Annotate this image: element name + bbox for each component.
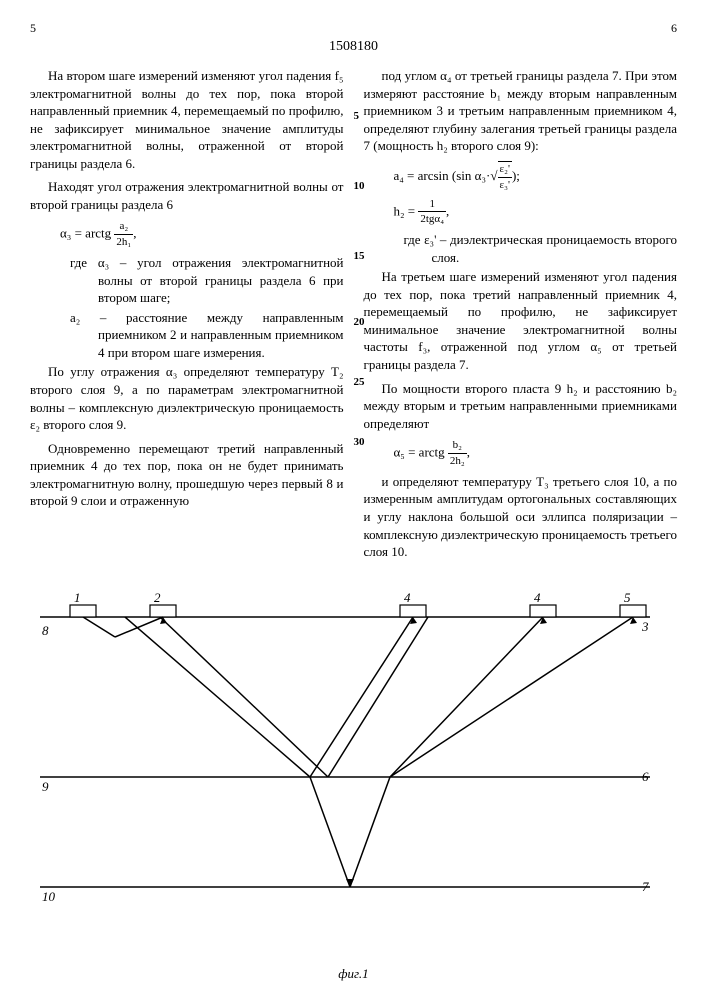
formula-text: a₄ = arcsin (sin α₃· [394, 168, 491, 183]
svg-text:5: 5 [624, 590, 631, 605]
figure-svg: 1 2 4 4 53 8 6 9 7 10 [30, 587, 670, 957]
paragraph: Одновременно перемещают третий направлен… [30, 440, 344, 510]
svg-text:6: 6 [642, 769, 649, 784]
denominator: ε₃' [498, 178, 512, 193]
formula: α₅ = arctg b₂ 2h₂ , [394, 438, 678, 469]
paragraph: По углу отражения α₃ определяют температ… [30, 363, 344, 433]
numerator: ε₂' [498, 162, 512, 178]
denominator: 2tgα₄ [418, 212, 446, 227]
svg-text:1: 1 [74, 590, 81, 605]
line-marker: 5 [354, 109, 360, 124]
formula: α₃ = arctg a₂ 2h₁ , [60, 219, 344, 250]
svg-text:2: 2 [154, 590, 161, 605]
line-marker: 25 [354, 375, 365, 390]
fraction: 1 2tgα₄ [418, 197, 446, 228]
formula-tail: , [446, 203, 449, 218]
left-column: На втором шаге измерений изменяют угол п… [30, 67, 344, 567]
paragraph: На втором шаге измерений изменяют угол п… [30, 67, 344, 172]
figure-caption: фиг.1 [30, 965, 677, 983]
svg-text:7: 7 [642, 879, 649, 894]
formula-tail: , [133, 226, 136, 241]
svg-text:10: 10 [42, 889, 56, 904]
formula-lhs: α₅ = arctg [394, 445, 445, 460]
fraction: b₂ 2h₂ [448, 438, 467, 469]
denominator: 2h₂ [448, 454, 467, 469]
svg-text:4: 4 [534, 590, 541, 605]
numerator: b₂ [448, 438, 467, 454]
formula-tail: , [467, 445, 470, 460]
paragraph: и определяют температуру T₃ третьего сло… [364, 473, 678, 561]
page-num-left: 5 [30, 20, 36, 36]
doc-number: 1508180 [30, 38, 677, 57]
definition: где ε₃' – диэлектрическая проницаемость … [374, 231, 678, 266]
sqrt-fraction: ε₂' ε₃' [498, 161, 512, 193]
numerator: 1 [418, 197, 446, 213]
formula-lhs: h₂ = [394, 203, 416, 218]
numerator: a₂ [114, 219, 133, 235]
svg-text:3: 3 [641, 619, 649, 634]
formula-tail: ); [512, 168, 520, 183]
definition: где α₃ – угол отражения электромагнитной… [40, 254, 344, 307]
paragraph: На третьем шаге измерений изменяют угол … [364, 268, 678, 373]
line-marker: 20 [354, 315, 365, 330]
formula: h₂ = 1 2tgα₄ , [394, 197, 678, 228]
formula: a₄ = arcsin (sin α₃·√ ε₂' ε₃' ); [394, 161, 678, 193]
page-num-right: 6 [671, 20, 677, 36]
paragraph: Находят угол отражения электромагнитной … [30, 178, 344, 213]
formula-lhs: α₃ = arctg [60, 226, 111, 241]
line-marker: 30 [354, 435, 365, 450]
line-marker: 10 [354, 179, 365, 194]
paragraph: По мощности второго пласта 9 h₂ и рассто… [364, 380, 678, 433]
definition: a₂ – расстояние между направленным прием… [40, 309, 344, 362]
figure-1: 1 2 4 4 53 8 6 9 7 10 фиг.1 [30, 587, 677, 983]
text-columns: 5 10 15 20 25 30 На втором шаге измерени… [30, 67, 677, 567]
svg-text:8: 8 [42, 623, 49, 638]
svg-text:9: 9 [42, 779, 49, 794]
denominator: 2h₁ [114, 235, 133, 250]
svg-text:4: 4 [404, 590, 411, 605]
fraction: a₂ 2h₁ [114, 219, 133, 250]
paragraph: под углом α₄ от третьей границы раздела … [364, 67, 678, 155]
right-column: под углом α₄ от третьей границы раздела … [364, 67, 678, 567]
line-marker: 15 [354, 249, 365, 264]
